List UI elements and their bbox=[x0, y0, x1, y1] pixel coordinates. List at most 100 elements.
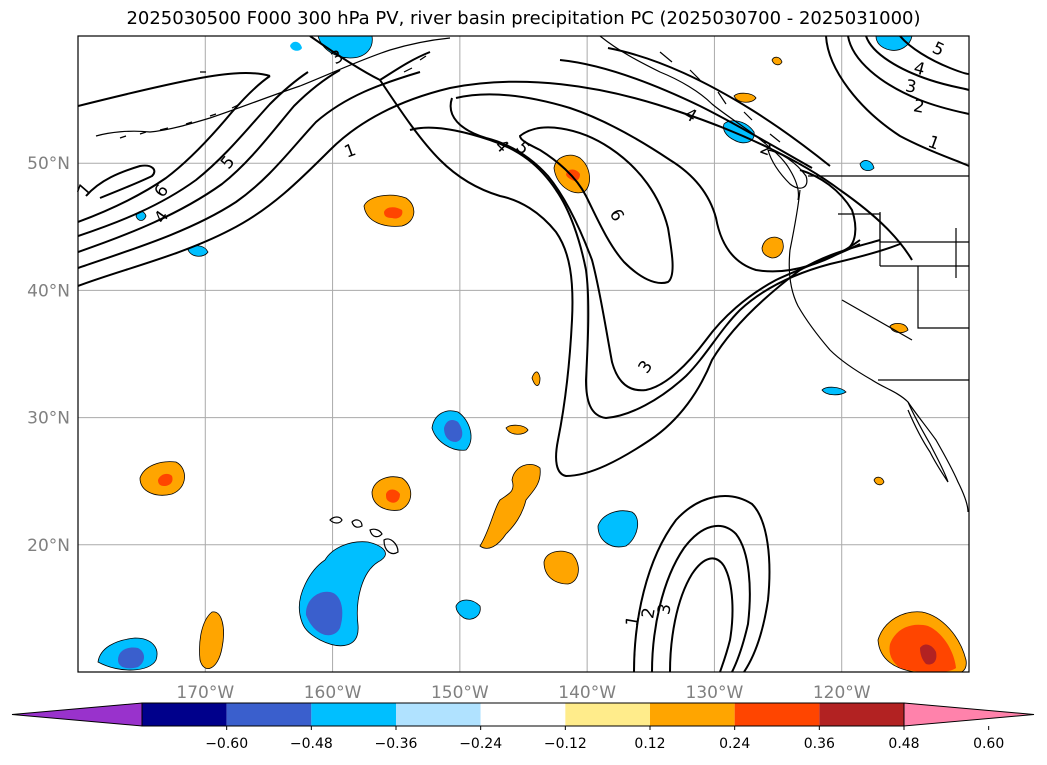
colorbar-extend-low bbox=[11, 702, 143, 727]
precip-blob bbox=[444, 420, 463, 442]
contour-value-label: 5 bbox=[929, 38, 947, 61]
contour-value-label: 3 bbox=[654, 602, 676, 616]
pv-contour bbox=[78, 75, 271, 223]
pv-contour bbox=[85, 164, 156, 199]
precip-blob bbox=[771, 56, 783, 66]
contour-value-label: 3 bbox=[904, 76, 918, 98]
lat-tick-label: 40°N bbox=[27, 281, 70, 301]
lon-tick-label: 150°W bbox=[431, 683, 489, 703]
pv-contour bbox=[847, 36, 969, 115]
pv-contour bbox=[78, 71, 421, 269]
contour-value-label: 2 bbox=[912, 96, 926, 118]
colorbar-bin bbox=[734, 703, 820, 726]
colorbar-bin bbox=[142, 703, 227, 726]
precip-blob bbox=[761, 236, 784, 259]
precip-blob bbox=[543, 550, 579, 585]
precip-blob bbox=[118, 647, 144, 669]
precip-blob bbox=[386, 489, 400, 503]
precip-pc-shading bbox=[97, 36, 967, 672]
colorbar-tick-label: 0.60 bbox=[973, 736, 1004, 752]
pv-contour bbox=[899, 36, 969, 75]
precip-blob bbox=[821, 386, 847, 396]
colorbar-bin bbox=[819, 703, 904, 726]
lon-tick-label: 130°W bbox=[686, 683, 744, 703]
lat-tick-label: 30°N bbox=[27, 409, 70, 429]
precip-blob bbox=[531, 371, 541, 386]
contour-value-label: 4 bbox=[911, 58, 927, 80]
colorbar-tick-label: −0.24 bbox=[459, 736, 502, 752]
pv-contour bbox=[78, 71, 309, 237]
contour-value-label: 4 bbox=[491, 136, 513, 158]
precip-blob bbox=[733, 92, 757, 103]
pv-contour bbox=[409, 126, 901, 420]
pv-contour bbox=[825, 36, 969, 167]
colorbar-bin bbox=[396, 703, 481, 726]
lat-tick-label: 20°N bbox=[27, 536, 70, 556]
precip-blob bbox=[873, 476, 885, 486]
colorbar-bin bbox=[480, 703, 566, 726]
precip-blob bbox=[158, 473, 173, 486]
colorbar-bin bbox=[226, 703, 312, 726]
colorbar-tick-label: −0.12 bbox=[544, 736, 587, 752]
pv-contour bbox=[309, 36, 431, 82]
precip-blob bbox=[298, 541, 386, 647]
pv-contour bbox=[651, 525, 751, 672]
contour-value-label: 1 bbox=[925, 132, 942, 154]
colorbar-tick-label: −0.48 bbox=[290, 736, 333, 752]
contour-value-label: 2 bbox=[638, 606, 660, 620]
precip-blob bbox=[317, 36, 373, 59]
pv-contours bbox=[78, 36, 969, 672]
precip-blob bbox=[597, 510, 639, 548]
precip-blob bbox=[479, 464, 541, 549]
graticule bbox=[78, 36, 969, 672]
colorbar-bin bbox=[311, 703, 396, 726]
pv-contour bbox=[799, 169, 857, 251]
precip-blob bbox=[889, 322, 909, 334]
precip-blob bbox=[455, 599, 481, 620]
contour-value-label: 5 bbox=[512, 138, 534, 160]
pv-contour bbox=[518, 126, 674, 284]
precip-blob bbox=[305, 591, 343, 636]
pv-contour bbox=[633, 495, 771, 672]
contour-value-label: 6 bbox=[605, 206, 628, 225]
lon-tick-label: 160°W bbox=[304, 683, 362, 703]
colorbar-extend-high bbox=[903, 702, 1035, 727]
pv-contour bbox=[865, 36, 969, 91]
precip-blob bbox=[505, 424, 529, 435]
contour-value-label: 5 bbox=[217, 152, 239, 173]
contour-value-label: 1 bbox=[622, 614, 644, 628]
precip-blob bbox=[859, 160, 875, 172]
pv-contour bbox=[455, 93, 861, 273]
latitude-labels: 50°N 40°N 30°N 20°N bbox=[27, 154, 70, 556]
pv-contour bbox=[78, 80, 913, 287]
contour-value-label: 1 bbox=[342, 140, 359, 162]
pv-contour bbox=[78, 72, 271, 107]
pv-contour bbox=[607, 47, 831, 167]
lon-tick-label: 140°W bbox=[558, 683, 616, 703]
colorbar-tick-label: 0.48 bbox=[888, 736, 919, 752]
colorbar-tick-label: 0.36 bbox=[804, 736, 835, 752]
precip-blob bbox=[290, 41, 302, 51]
contour-value-label: 4 bbox=[151, 207, 174, 227]
colorbar-bin bbox=[565, 703, 650, 726]
pv-contour bbox=[379, 79, 881, 478]
colorbar-tick-label: −0.36 bbox=[375, 736, 418, 752]
colorbar-tick-label: 0.24 bbox=[719, 736, 750, 752]
contour-value-label: 6 bbox=[151, 181, 174, 201]
longitude-labels: 170°W 160°W 150°W 140°W 130°W 120°W bbox=[176, 683, 870, 703]
pv-contour bbox=[78, 69, 341, 253]
colorbar: −0.60 −0.48 −0.36 −0.24 −0.12 0.12 0.24 0.36 0.4… bbox=[11, 702, 1035, 752]
lat-tick-label: 50°N bbox=[27, 154, 70, 174]
colorbar-bin bbox=[650, 703, 735, 726]
lon-tick-label: 120°W bbox=[813, 683, 871, 703]
precip-blob bbox=[199, 611, 224, 669]
pv-contour bbox=[449, 97, 861, 392]
map-frame bbox=[77, 35, 970, 673]
map-title: 2025030500 F000 300 hPa PV, river basin … bbox=[126, 8, 921, 29]
colorbar-frame bbox=[141, 702, 905, 727]
colorbar-tick-label: −0.60 bbox=[205, 736, 248, 752]
lon-tick-label: 170°W bbox=[176, 683, 234, 703]
precip-blob bbox=[920, 644, 937, 665]
pv-contour bbox=[669, 557, 734, 672]
